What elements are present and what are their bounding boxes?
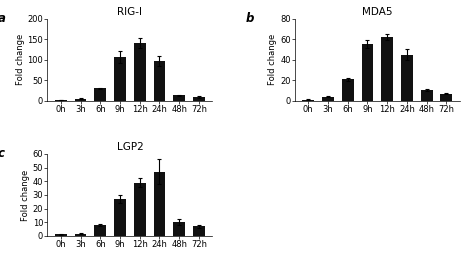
- Y-axis label: Fold change: Fold change: [16, 34, 25, 85]
- Bar: [94, 88, 106, 101]
- Y-axis label: Fold change: Fold change: [21, 169, 30, 221]
- Bar: [55, 100, 67, 101]
- Bar: [114, 57, 126, 101]
- Bar: [154, 172, 165, 236]
- Bar: [55, 234, 67, 236]
- Bar: [381, 37, 393, 101]
- Bar: [193, 226, 205, 236]
- Y-axis label: Fold change: Fold change: [268, 34, 277, 85]
- Text: c: c: [0, 147, 5, 160]
- Bar: [173, 222, 185, 236]
- Bar: [302, 100, 314, 101]
- Bar: [114, 199, 126, 236]
- Bar: [94, 225, 106, 236]
- Bar: [134, 183, 146, 236]
- Bar: [362, 44, 374, 101]
- Bar: [342, 79, 354, 101]
- Title: LGP2: LGP2: [117, 142, 143, 152]
- Bar: [173, 95, 185, 101]
- Bar: [401, 55, 413, 101]
- Bar: [440, 94, 452, 101]
- Text: a: a: [0, 12, 6, 25]
- Bar: [134, 43, 146, 101]
- Title: MDA5: MDA5: [362, 7, 392, 17]
- Text: b: b: [246, 12, 254, 25]
- Title: RIG-I: RIG-I: [118, 7, 142, 17]
- Bar: [421, 90, 433, 101]
- Bar: [193, 97, 205, 101]
- Bar: [322, 96, 334, 101]
- Bar: [74, 99, 86, 101]
- Bar: [154, 61, 165, 101]
- Bar: [74, 234, 86, 236]
